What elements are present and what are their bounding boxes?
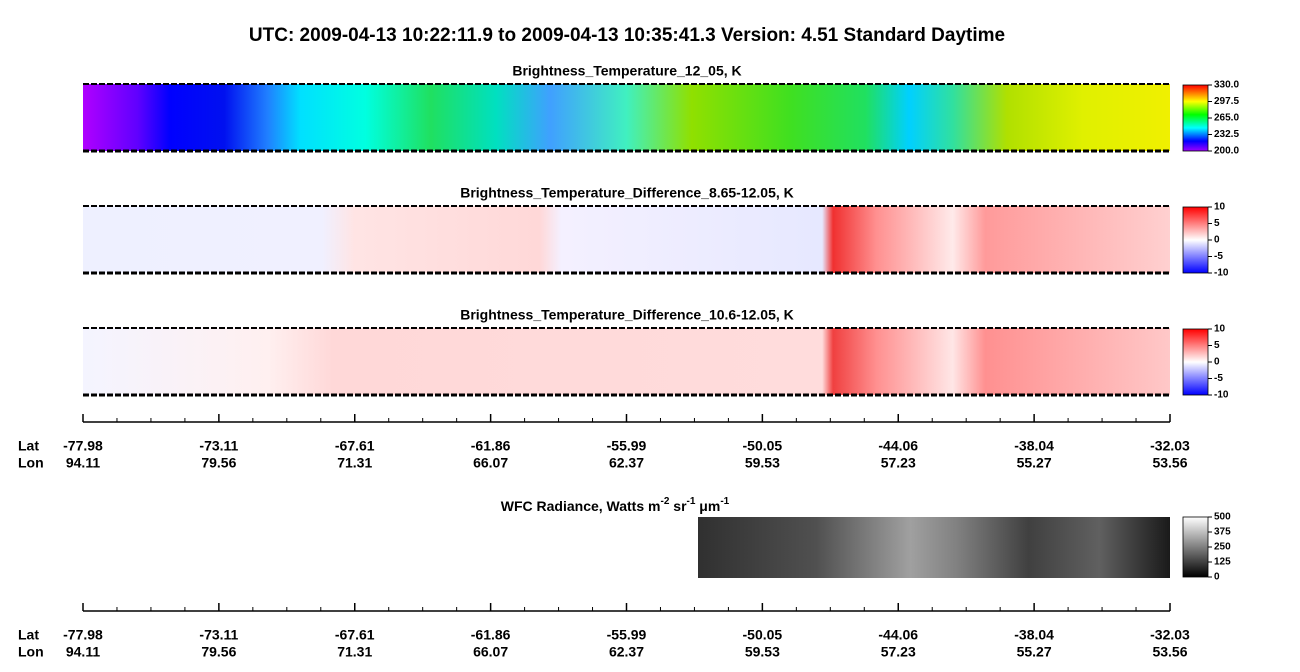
colorbar (1182, 84, 1209, 152)
title-part: WFC Radiance, Watts m (501, 498, 661, 514)
image-strip (83, 206, 1170, 273)
lat-label: -32.03 (1150, 438, 1190, 454)
colorbar-tick-label: 5 (1214, 340, 1220, 351)
content: Brightness_Temperature_12_05, K 330.0 297.… (18, 63, 1239, 660)
panel-title: WFC Radiance, Watts m-2 sr-1 μm-1 (501, 496, 730, 514)
lat-label: -73.11 (199, 438, 238, 454)
lon-label: 66.07 (473, 644, 508, 660)
colorbar-tick-label: 10 (1214, 324, 1226, 335)
lon-label: 55.27 (1017, 644, 1052, 660)
colorbar (1182, 328, 1209, 396)
colorbar-tick-label: 375 (1214, 527, 1231, 538)
lon-label: 59.53 (745, 644, 780, 660)
colorbar-tick-label: 0 (1214, 357, 1220, 368)
colorbar (1182, 516, 1209, 578)
lat-label: -55.99 (607, 438, 647, 454)
lat-label: -44.06 (878, 438, 918, 454)
colorbar-tick-label: 250 (1214, 542, 1231, 553)
lat-label: -50.05 (743, 627, 783, 643)
superscript: -2 (660, 496, 669, 507)
colorbar-tick-label: 265.0 (1214, 113, 1239, 124)
lon-label: 57.23 (881, 644, 916, 660)
lon-label: 53.56 (1152, 455, 1187, 471)
lat-label: -73.11 (199, 627, 238, 643)
lon-label: 79.56 (201, 455, 236, 471)
colorbar-tick-label: -5 (1214, 373, 1223, 384)
colorbar-tick-label: 297.5 (1214, 96, 1239, 107)
lat-label: -38.04 (1014, 627, 1054, 643)
lon-label: 79.56 (201, 644, 236, 660)
image-strip (83, 84, 1170, 151)
colorbar-tick-label: 10 (1214, 202, 1226, 213)
lat-label: -77.98 (63, 438, 103, 454)
lon-label: 62.37 (609, 455, 644, 471)
lat-label: -38.04 (1014, 438, 1054, 454)
lat-label: -61.86 (471, 627, 511, 643)
lon-label: 62.37 (609, 644, 644, 660)
lon-label: 55.27 (1017, 455, 1052, 471)
lon-label: 57.23 (881, 455, 916, 471)
lon-label: 59.53 (745, 455, 780, 471)
colorbar-tick-label: 125 (1214, 557, 1231, 568)
title-part: sr (669, 498, 687, 514)
colorbar-tick-label: 0 (1214, 235, 1220, 246)
panel-title: Brightness_Temperature_Difference_8.65-1… (460, 185, 794, 201)
colorbar-tick-label: 5 (1214, 218, 1220, 229)
axis-label: Lon (18, 644, 44, 660)
lon-label: 66.07 (473, 455, 508, 471)
colorbar-tick-label: 500 (1214, 512, 1231, 523)
page-title: UTC: 2009-04-13 10:22:11.9 to 2009-04-13… (249, 25, 1005, 46)
lat-label: -44.06 (878, 627, 918, 643)
axis-label: Lat (18, 438, 39, 454)
colorbar-tick-label: -10 (1214, 390, 1229, 401)
lat-label: -50.05 (743, 438, 783, 454)
title-part: μm (695, 498, 720, 514)
axis-label: Lon (18, 455, 44, 471)
panel-title: Brightness_Temperature_Difference_10.6-1… (460, 307, 794, 323)
lon-label: 94.11 (66, 644, 100, 660)
colorbar-tick-label: -5 (1214, 251, 1223, 262)
colorbar-tick-label: 0 (1214, 572, 1220, 583)
colorbar-tick-label: 200.0 (1214, 146, 1239, 157)
lon-label: 94.11 (66, 455, 100, 471)
colorbar-tick-label: 330.0 (1214, 80, 1239, 91)
image-strip (698, 517, 1170, 578)
lat-label: -55.99 (607, 627, 647, 643)
lat-label: -32.03 (1150, 627, 1190, 643)
lat-label: -67.61 (335, 627, 375, 643)
lat-label: -77.98 (63, 627, 103, 643)
panel-title: Brightness_Temperature_12_05, K (512, 63, 741, 79)
image-strip (83, 328, 1170, 395)
colorbar (1182, 206, 1209, 274)
lon-label: 71.31 (337, 455, 372, 471)
lon-label: 71.31 (337, 644, 372, 660)
colorbar-tick-label: -10 (1214, 268, 1229, 279)
lat-label: -61.86 (471, 438, 511, 454)
colorbar-tick-label: 232.5 (1214, 129, 1239, 140)
axis-label: Lat (18, 627, 39, 643)
lon-label: 53.56 (1152, 644, 1187, 660)
superscript: -1 (720, 496, 729, 507)
lat-label: -67.61 (335, 438, 375, 454)
superscript: -1 (687, 496, 696, 507)
